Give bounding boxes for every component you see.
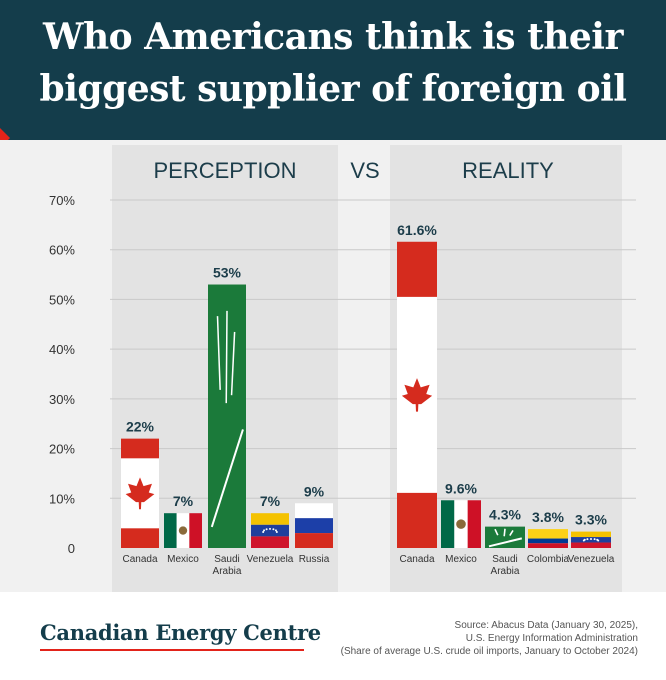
perception-mexico-flag-green — [164, 513, 177, 548]
vs-label: VS — [350, 158, 379, 183]
perception-venezuela-flag-red — [251, 536, 289, 548]
star-icon — [262, 530, 265, 533]
data-label: 3.3% — [575, 512, 607, 528]
perception-venezuela-flag-blue — [251, 524, 289, 537]
reality-colombia-flag-red — [528, 543, 568, 548]
eagle-emblem-icon — [456, 519, 466, 529]
y-tick-label: 70% — [49, 193, 75, 208]
star-icon — [265, 528, 268, 531]
script-emblem-icon — [494, 528, 514, 537]
data-label: 7% — [173, 493, 194, 509]
perception-saudi-flag — [208, 284, 246, 548]
star-icon — [263, 529, 266, 532]
reality-venezuela-flag — [571, 531, 611, 548]
perception-mexico-flag — [164, 513, 202, 548]
footer — [0, 592, 666, 680]
star-icon — [586, 538, 589, 541]
data-label: 9% — [304, 483, 325, 499]
brand-logo-text: Canadian Energy Centre — [40, 620, 321, 645]
source-line-3: (Share of average U.S. crude oil imports… — [340, 646, 638, 657]
reality-mexico-flag — [441, 500, 481, 548]
source-line-2: U.S. Energy Information Administration — [465, 633, 638, 644]
reality-colombia-flag — [528, 529, 568, 548]
data-label: 61.6% — [397, 222, 437, 238]
y-tick-label: 10% — [49, 491, 75, 506]
reality-canada-flag — [397, 241, 437, 548]
source-line-1: Source: Abacus Data (January 30, 2025), — [454, 620, 638, 631]
script-emblem-icon — [216, 310, 236, 404]
source-note: Source: Abacus Data (January 30, 2025), … — [341, 619, 638, 658]
x-tick-label: Arabia — [491, 566, 520, 577]
reality-saudi-flag-green — [485, 526, 525, 548]
star-icon — [269, 527, 271, 530]
x-tick-label: Russia — [299, 554, 330, 565]
x-tick-label: Venezuela — [247, 554, 294, 565]
y-tick-label: 50% — [49, 292, 75, 307]
title-line-2: biggest supplier of foreign oil — [39, 68, 627, 110]
perception-venezuela-flag — [251, 513, 289, 548]
header-banner: Who Americans think is their biggest sup… — [0, 0, 666, 140]
x-tick-label: Saudi — [492, 554, 518, 565]
reality-saudi-flag — [485, 526, 525, 548]
perception-russia-flag-red — [295, 533, 333, 548]
star-icon — [274, 529, 277, 532]
data-label: 7% — [260, 493, 281, 509]
star-icon — [275, 530, 278, 533]
star-icon — [593, 538, 596, 541]
perception-canada-flag — [121, 438, 159, 548]
sword-icon — [488, 537, 523, 548]
data-label: 3.8% — [532, 509, 564, 525]
perception-russia-flag-white — [295, 503, 333, 519]
x-tick-label: Mexico — [167, 554, 199, 565]
x-tick-label: Mexico — [445, 554, 477, 565]
star-icon — [590, 537, 592, 540]
reality-mexico-flag-red — [467, 500, 481, 548]
reality-colombia-flag-blue — [528, 538, 568, 544]
y-tick-label: 0 — [68, 541, 75, 556]
data-label: 9.6% — [445, 480, 477, 496]
x-tick-label: Canada — [122, 554, 157, 565]
reality-colombia-flag-yellow — [528, 529, 568, 539]
maple-leaf-icon — [401, 378, 433, 412]
x-tick-label: Canada — [399, 554, 434, 565]
title-line-1: Who Americans think is their — [43, 16, 623, 58]
star-icon — [272, 528, 275, 531]
data-label: 4.3% — [489, 507, 521, 523]
x-tick-label: Saudi — [214, 554, 240, 565]
accent-triangle — [0, 128, 10, 148]
reality-mexico-flag-green — [441, 500, 455, 548]
x-tick-label: Arabia — [213, 566, 242, 577]
star-icon — [583, 538, 586, 541]
y-tick-label: 30% — [49, 392, 75, 407]
maple-leaf-icon — [125, 477, 155, 510]
reality-title: REALITY — [462, 158, 554, 183]
x-tick-label: Venezuela — [568, 554, 615, 565]
reality-venezuela-flag-red — [571, 542, 611, 548]
reality-venezuela-flag-yellow — [571, 531, 611, 538]
perception-russia-flag-blue — [295, 518, 333, 534]
sword-icon — [210, 429, 244, 528]
y-tick-label: 40% — [49, 342, 75, 357]
perception-title: PERCEPTION — [153, 158, 296, 183]
perception-russia-flag — [295, 503, 333, 548]
perception-venezuela-flag-yellow — [251, 513, 289, 525]
x-tick-label: Colombia — [527, 554, 570, 565]
y-tick-label: 20% — [49, 442, 75, 457]
brand-underline — [40, 649, 304, 651]
data-label: 53% — [213, 265, 242, 281]
eagle-emblem-icon — [178, 526, 188, 535]
y-tick-label: 60% — [49, 243, 75, 258]
star-icon — [597, 539, 600, 542]
data-label: 22% — [126, 419, 155, 435]
perception-mexico-flag-red — [189, 513, 202, 548]
